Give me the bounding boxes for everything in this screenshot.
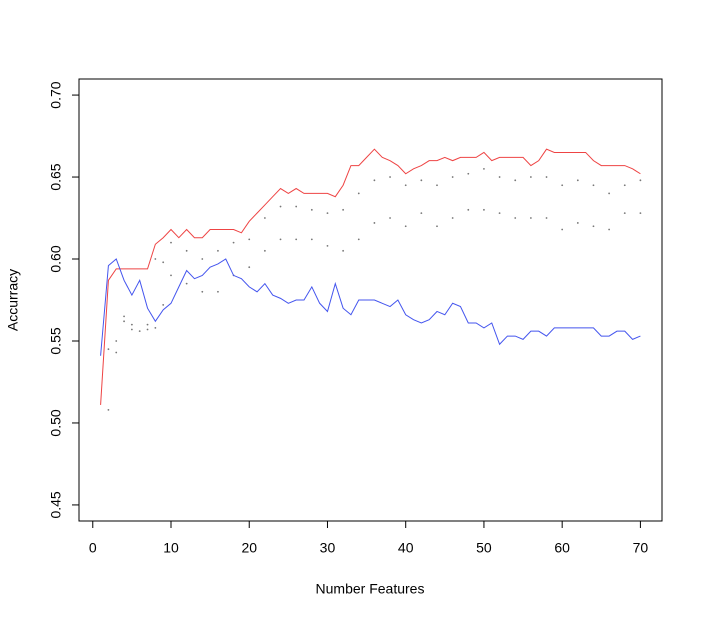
x-tick-label: 70 bbox=[633, 540, 649, 556]
point bbox=[623, 212, 626, 215]
point bbox=[608, 228, 611, 231]
y-tick-label: 0.60 bbox=[48, 245, 64, 272]
x-tick-label: 30 bbox=[320, 540, 336, 556]
point bbox=[263, 217, 266, 219]
point bbox=[146, 328, 149, 331]
point bbox=[326, 244, 329, 247]
point bbox=[561, 228, 564, 231]
point bbox=[467, 208, 470, 211]
point bbox=[146, 323, 149, 326]
point bbox=[514, 217, 517, 219]
point bbox=[529, 176, 532, 178]
point bbox=[592, 184, 595, 187]
x-tick-label: 10 bbox=[163, 540, 179, 556]
point bbox=[170, 274, 172, 277]
point bbox=[576, 222, 579, 224]
point bbox=[248, 238, 251, 241]
point bbox=[357, 192, 360, 195]
point bbox=[326, 212, 329, 215]
x-tick-label: 50 bbox=[476, 540, 492, 556]
point bbox=[185, 282, 188, 285]
point bbox=[310, 238, 313, 241]
point bbox=[248, 266, 251, 269]
point bbox=[608, 192, 611, 195]
point bbox=[154, 326, 157, 329]
point bbox=[389, 217, 391, 219]
point bbox=[451, 217, 454, 219]
point bbox=[217, 290, 219, 293]
x-tick-label: 40 bbox=[398, 540, 414, 556]
point bbox=[130, 328, 133, 331]
point bbox=[263, 249, 266, 252]
point bbox=[170, 241, 172, 244]
point bbox=[529, 217, 532, 219]
point bbox=[623, 184, 626, 187]
point bbox=[639, 179, 642, 182]
point bbox=[123, 315, 125, 318]
y-tick-label: 0.65 bbox=[48, 163, 64, 190]
point bbox=[373, 179, 376, 182]
x-tick-label: 60 bbox=[554, 540, 570, 556]
point bbox=[279, 238, 282, 241]
point bbox=[357, 238, 360, 241]
point bbox=[404, 184, 407, 187]
point bbox=[342, 249, 345, 252]
point bbox=[389, 176, 391, 178]
x-axis-label: Number Features bbox=[316, 581, 425, 597]
x-tick-label: 0 bbox=[89, 540, 97, 556]
point bbox=[295, 205, 298, 208]
point bbox=[201, 290, 204, 293]
point bbox=[483, 208, 485, 211]
point bbox=[107, 408, 110, 411]
point bbox=[162, 261, 165, 264]
point bbox=[310, 208, 313, 211]
point bbox=[483, 167, 485, 170]
point bbox=[115, 340, 118, 342]
point bbox=[498, 212, 501, 215]
point bbox=[115, 351, 118, 354]
point bbox=[436, 184, 438, 187]
point bbox=[451, 176, 454, 178]
point bbox=[420, 212, 423, 215]
y-tick-label: 0.55 bbox=[48, 327, 64, 354]
series-line bbox=[100, 258, 641, 356]
point bbox=[467, 172, 470, 175]
point bbox=[185, 249, 188, 252]
point bbox=[514, 179, 517, 182]
point bbox=[138, 330, 141, 333]
point bbox=[420, 179, 423, 182]
point bbox=[498, 176, 501, 178]
point bbox=[107, 348, 110, 351]
point bbox=[162, 304, 165, 306]
point bbox=[545, 176, 548, 178]
point bbox=[373, 222, 376, 224]
y-tick-label: 0.45 bbox=[48, 491, 64, 518]
y-tick-label: 0.70 bbox=[48, 81, 64, 108]
point bbox=[576, 179, 579, 182]
x-tick-label: 20 bbox=[241, 540, 257, 556]
point bbox=[232, 241, 235, 244]
point bbox=[592, 225, 595, 228]
point bbox=[154, 258, 157, 260]
point bbox=[217, 249, 219, 252]
point bbox=[436, 225, 438, 228]
point bbox=[130, 323, 133, 326]
point bbox=[295, 238, 298, 241]
y-tick-label: 0.50 bbox=[48, 409, 64, 436]
point bbox=[545, 217, 548, 219]
point bbox=[639, 212, 642, 215]
point bbox=[342, 208, 345, 211]
series-line bbox=[100, 148, 641, 405]
point bbox=[404, 225, 407, 228]
point bbox=[561, 184, 564, 187]
point bbox=[279, 205, 282, 208]
y-axis-label: Accurracy bbox=[5, 269, 21, 331]
point bbox=[123, 320, 125, 323]
point bbox=[201, 258, 204, 260]
